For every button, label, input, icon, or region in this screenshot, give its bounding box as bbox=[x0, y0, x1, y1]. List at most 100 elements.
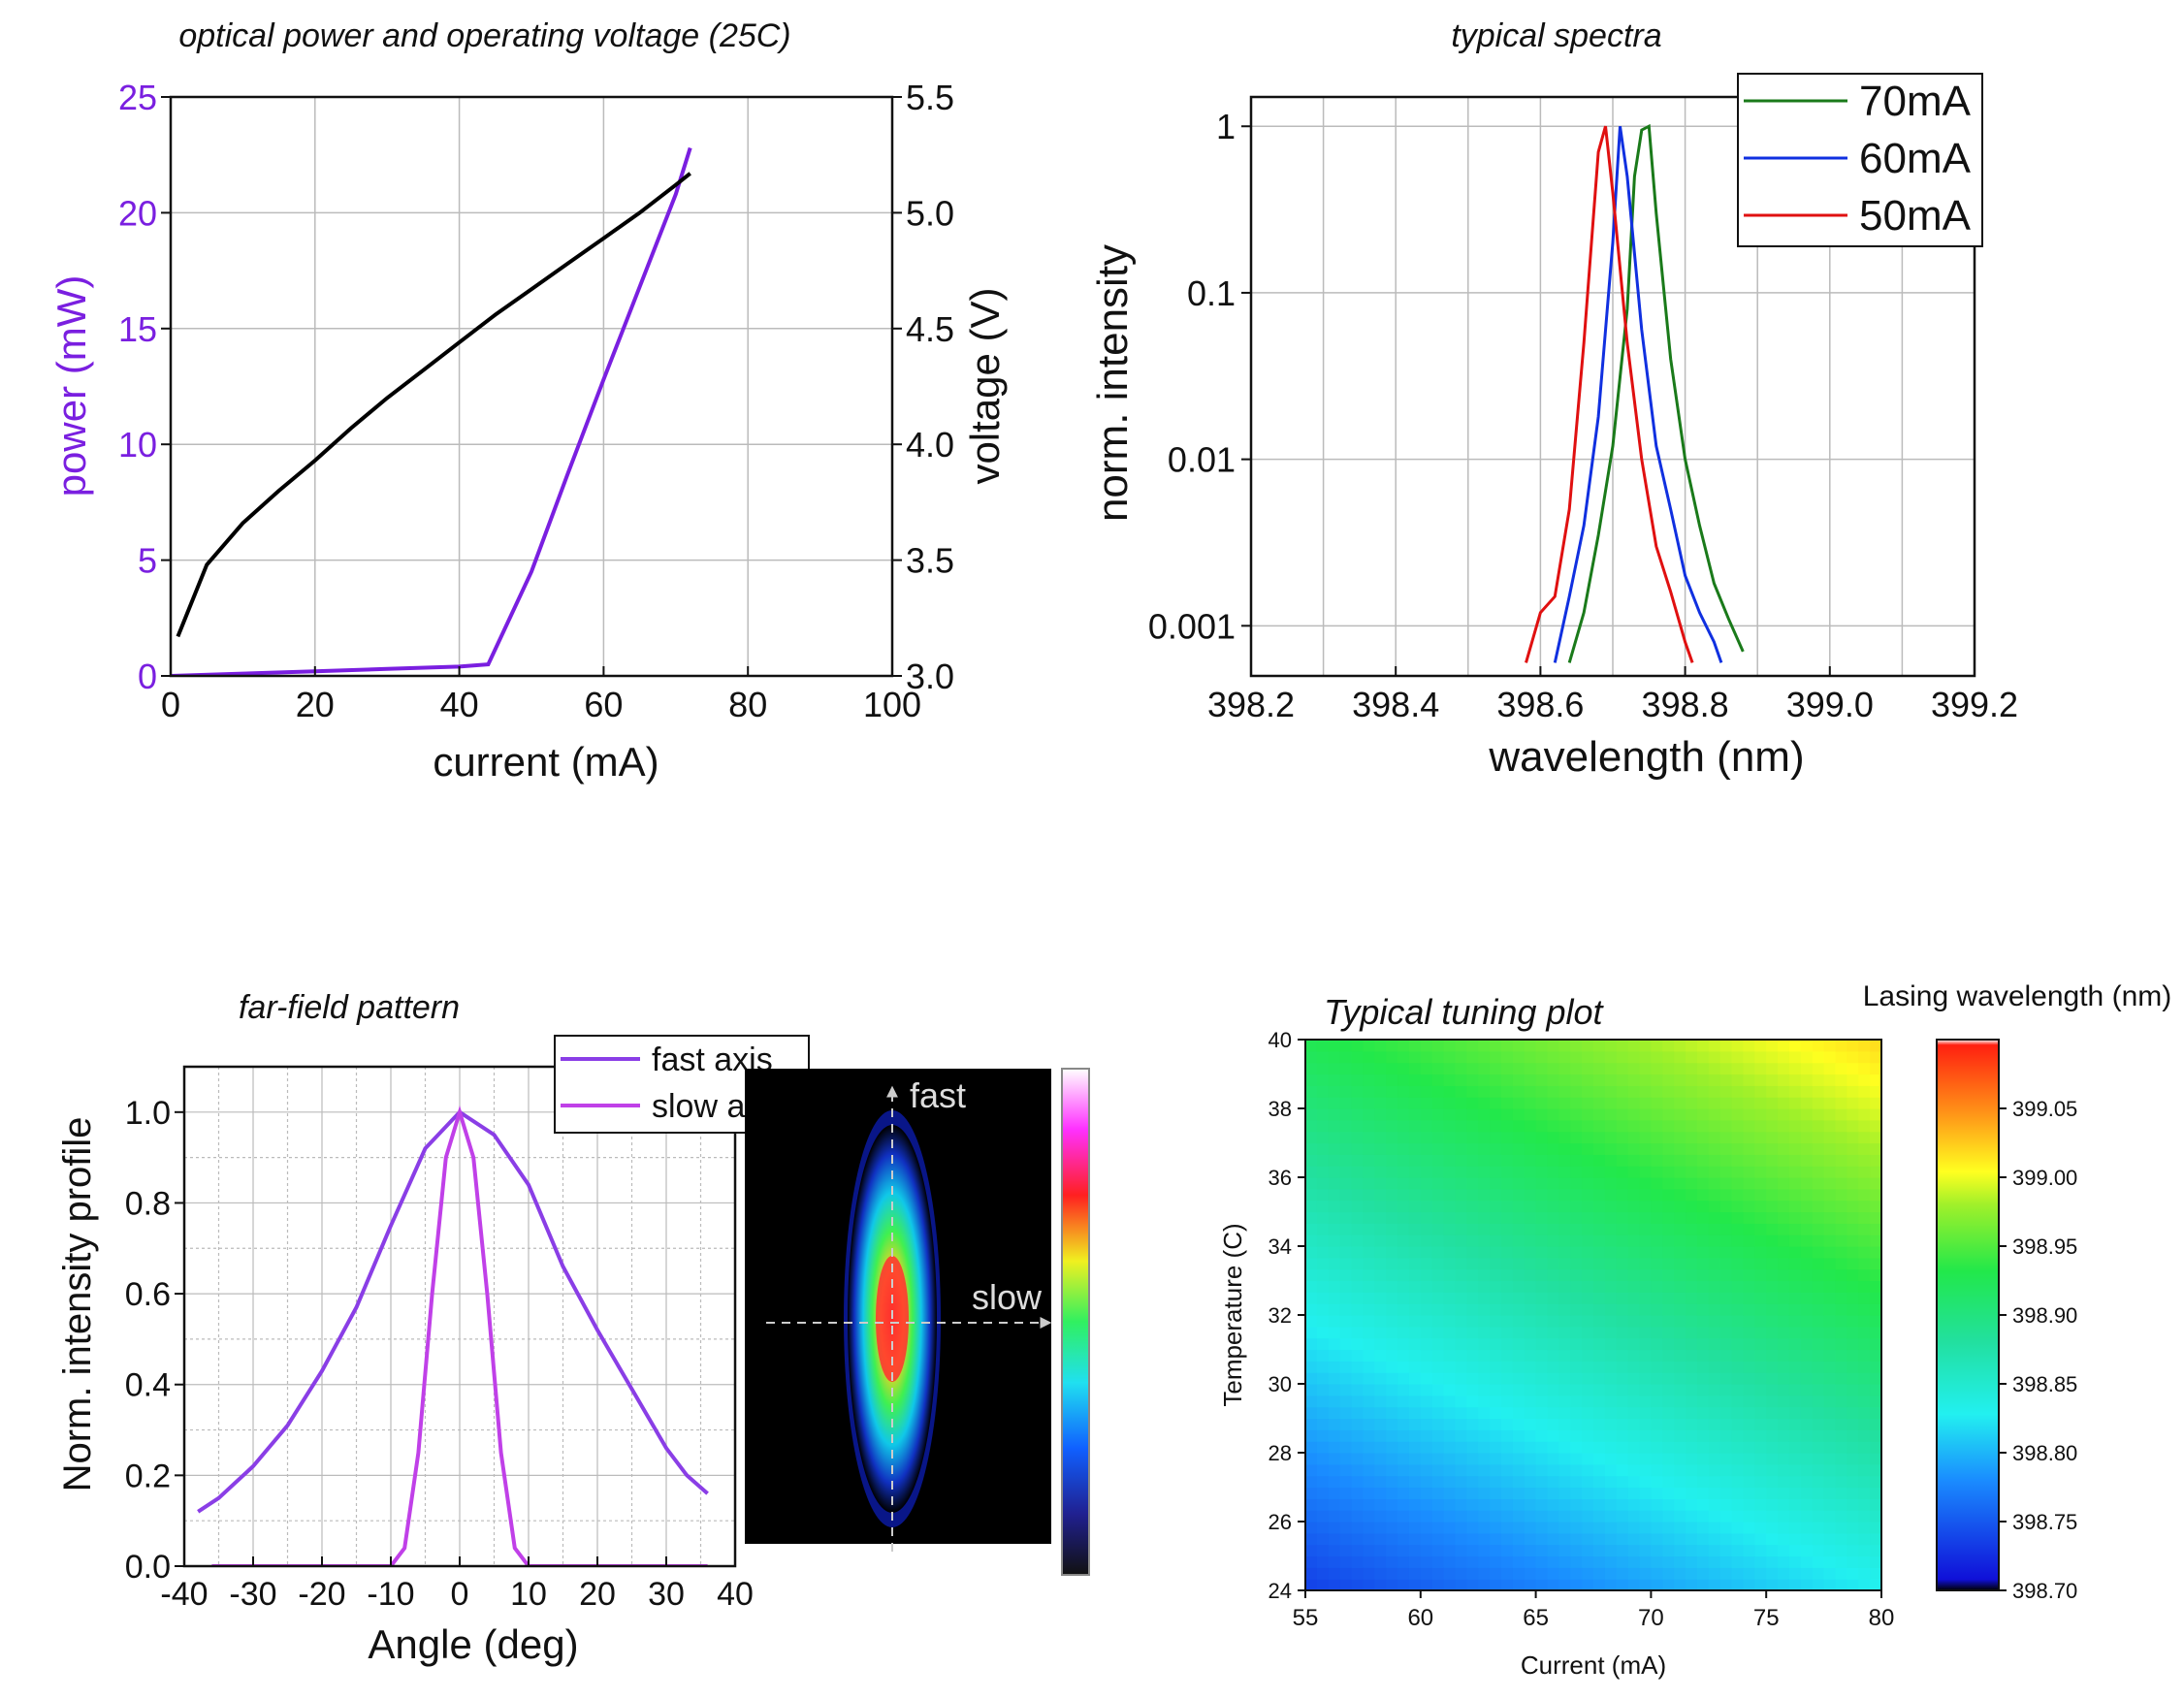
heatmap-cell bbox=[1466, 1268, 1479, 1282]
heatmap-cell bbox=[1639, 1223, 1652, 1235]
heatmap-cell bbox=[1397, 1119, 1410, 1133]
heatmap-cell bbox=[1431, 1188, 1445, 1202]
heatmap-cell bbox=[1547, 1463, 1559, 1477]
heatmap-cell bbox=[1754, 1384, 1767, 1396]
heatmap-cell bbox=[1812, 1234, 1825, 1247]
heatmap-cells bbox=[1305, 1040, 1882, 1591]
heatmap-cell bbox=[1858, 1062, 1871, 1075]
heatmap-cell bbox=[1535, 1475, 1549, 1489]
x-tick-label: 398.8 bbox=[1642, 685, 1729, 724]
heatmap-cell bbox=[1431, 1166, 1445, 1178]
heatmap-cell bbox=[1570, 1555, 1583, 1568]
heatmap-cell bbox=[1305, 1246, 1318, 1259]
heatmap-cell bbox=[1374, 1418, 1387, 1430]
heatmap-cell bbox=[1535, 1498, 1549, 1511]
heatmap-cell bbox=[1719, 1280, 1733, 1293]
heatmap-cell bbox=[1651, 1326, 1663, 1339]
heatmap-cell bbox=[1686, 1177, 1698, 1190]
heatmap-cell bbox=[1408, 1326, 1422, 1339]
heatmap-cell bbox=[1512, 1532, 1526, 1546]
heatmap-cell bbox=[1627, 1234, 1641, 1247]
heatmap-cell bbox=[1363, 1349, 1375, 1362]
heatmap-cell bbox=[1823, 1040, 1837, 1052]
heatmap-cell bbox=[1639, 1567, 1652, 1580]
heatmap-cell bbox=[1466, 1406, 1479, 1420]
heatmap-cell bbox=[1788, 1062, 1802, 1075]
heatmap-cell bbox=[1719, 1532, 1733, 1546]
heatmap-cell bbox=[1500, 1085, 1514, 1098]
heatmap-cell bbox=[1858, 1361, 1871, 1373]
heatmap-cell bbox=[1305, 1280, 1318, 1293]
chart-a-title: optical power and operating voltage (25C… bbox=[178, 17, 790, 54]
heatmap-cell bbox=[1478, 1154, 1491, 1167]
heatmap-cell bbox=[1754, 1108, 1767, 1121]
heatmap-cell bbox=[1582, 1361, 1594, 1373]
heatmap-cell bbox=[1800, 1418, 1814, 1430]
heatmap-cell bbox=[1500, 1441, 1514, 1454]
heatmap-cell bbox=[1339, 1337, 1353, 1351]
heatmap-cell bbox=[1374, 1131, 1387, 1144]
heatmap-cell bbox=[1512, 1234, 1526, 1247]
heatmap-cell bbox=[1788, 1108, 1802, 1121]
heatmap-cell bbox=[1478, 1246, 1491, 1259]
heatmap-cell bbox=[1570, 1268, 1583, 1282]
heatmap-cell bbox=[1363, 1166, 1375, 1178]
heatmap-cell bbox=[1686, 1372, 1698, 1385]
heatmap-cell bbox=[1847, 1097, 1859, 1109]
heatmap-cell bbox=[1686, 1292, 1698, 1304]
heatmap-cell bbox=[1766, 1119, 1779, 1133]
heatmap-cell bbox=[1870, 1177, 1882, 1190]
heatmap-cell bbox=[1870, 1303, 1882, 1316]
heatmap-cell bbox=[1686, 1040, 1698, 1052]
heatmap-cell bbox=[1397, 1097, 1410, 1109]
heatmap-cell bbox=[1547, 1108, 1559, 1121]
heatmap-cell bbox=[1558, 1384, 1571, 1396]
x-tick-label: -30 bbox=[229, 1576, 276, 1613]
heatmap-cell bbox=[1593, 1361, 1606, 1373]
heatmap-cell bbox=[1662, 1315, 1675, 1328]
heatmap-cell bbox=[1374, 1292, 1387, 1304]
heatmap-cell bbox=[1431, 1418, 1445, 1430]
heatmap-cell bbox=[1639, 1555, 1652, 1568]
heatmap-cell bbox=[1500, 1050, 1514, 1064]
heatmap-cell bbox=[1524, 1384, 1537, 1396]
heatmap-cell bbox=[1328, 1131, 1341, 1144]
y-tick-label: 5 bbox=[138, 541, 157, 581]
heatmap-cell bbox=[1696, 1522, 1710, 1534]
heatmap-cell bbox=[1431, 1441, 1445, 1454]
heatmap-cell bbox=[1478, 1166, 1491, 1178]
heatmap-cell bbox=[1328, 1475, 1341, 1489]
heatmap-cell bbox=[1547, 1418, 1559, 1430]
heatmap-cell bbox=[1490, 1429, 1502, 1442]
heatmap-cell bbox=[1778, 1211, 1790, 1224]
heatmap-cell bbox=[1547, 1268, 1559, 1282]
heatmap-cell bbox=[1408, 1166, 1422, 1178]
y-tick-label: 0.8 bbox=[125, 1185, 171, 1222]
heatmap-cell bbox=[1754, 1406, 1767, 1420]
heatmap-cell bbox=[1420, 1268, 1433, 1282]
heatmap-cell bbox=[1363, 1406, 1375, 1420]
colorbar-tick-label: 398.75 bbox=[2012, 1510, 2077, 1534]
heatmap-cell bbox=[1823, 1463, 1837, 1477]
heatmap-cell bbox=[1363, 1532, 1375, 1546]
heatmap-cell bbox=[1455, 1567, 1467, 1580]
heatmap-cell bbox=[1719, 1142, 1733, 1155]
heatmap-cell bbox=[1305, 1200, 1318, 1213]
heatmap-cell bbox=[1616, 1074, 1629, 1086]
heatmap-cell bbox=[1627, 1463, 1641, 1477]
heatmap-cell bbox=[1604, 1188, 1618, 1202]
heatmap-cell bbox=[1731, 1510, 1745, 1523]
heatmap-cell bbox=[1731, 1142, 1745, 1155]
heatmap-cell bbox=[1582, 1429, 1594, 1442]
heatmap-cell bbox=[1686, 1463, 1698, 1477]
heatmap-cell bbox=[1305, 1177, 1318, 1190]
heatmap-cell bbox=[1386, 1200, 1398, 1213]
heatmap-cell bbox=[1604, 1532, 1618, 1546]
heatmap-cell bbox=[1490, 1200, 1502, 1213]
heatmap-cell bbox=[1686, 1453, 1698, 1465]
heatmap-cell bbox=[1363, 1394, 1375, 1408]
heatmap-cell bbox=[1800, 1166, 1814, 1178]
heatmap-cell bbox=[1686, 1532, 1698, 1546]
heatmap-cell bbox=[1363, 1200, 1375, 1213]
heatmap-cell bbox=[1766, 1268, 1779, 1282]
